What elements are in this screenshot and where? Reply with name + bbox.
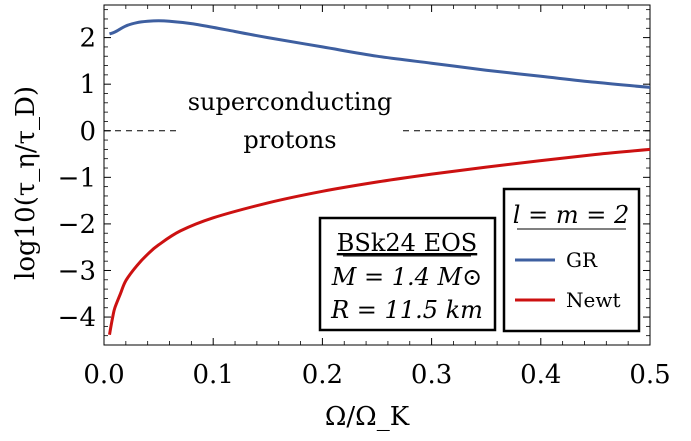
series-line-gr	[110, 21, 651, 88]
x-tick-label: 0.5	[629, 360, 670, 390]
y-axis-label: log10(τ_η/τ_D)	[11, 86, 41, 280]
annotation-line-1: superconducting	[188, 88, 393, 116]
legend-label-newt: Newt	[566, 288, 621, 312]
y-tick-label: 1	[79, 70, 96, 100]
y-tick-label: −2	[58, 210, 96, 240]
y-axis-label-text: log10(τ_η/τ_D)	[11, 86, 41, 280]
x-tick-label: 0.3	[411, 360, 452, 390]
y-tick-label: 2	[79, 24, 96, 54]
x-axis-label-text: Ω/Ω_K	[325, 402, 410, 432]
x-tick-label: 0.2	[302, 360, 343, 390]
y-tick-label: 0	[79, 117, 96, 147]
x-axis-label: Ω/Ω_K	[325, 402, 410, 432]
eos-box: BSk24 EOS M = 1.4 M⊙ R = 11.5 km	[320, 218, 495, 330]
x-tick-label: 0.1	[193, 360, 234, 390]
eos-box-line-1: BSk24 EOS	[337, 229, 477, 257]
eos-box-line-3: R = 11.5 km	[330, 296, 483, 324]
y-tick-label: −3	[58, 256, 96, 286]
legend-title: l = m = 2	[513, 201, 629, 229]
eos-box-line-2: M = 1.4 M⊙	[331, 263, 482, 291]
legend-label-gr: GR	[566, 248, 598, 272]
legend: l = m = 2 GR Newt	[504, 189, 639, 331]
y-tick-label: −1	[58, 163, 96, 193]
annotation-line-2: protons	[243, 126, 336, 154]
x-tick-label: 0.0	[83, 360, 124, 390]
y-tick-label: −4	[58, 303, 96, 333]
x-tick-label: 0.4	[520, 360, 561, 390]
